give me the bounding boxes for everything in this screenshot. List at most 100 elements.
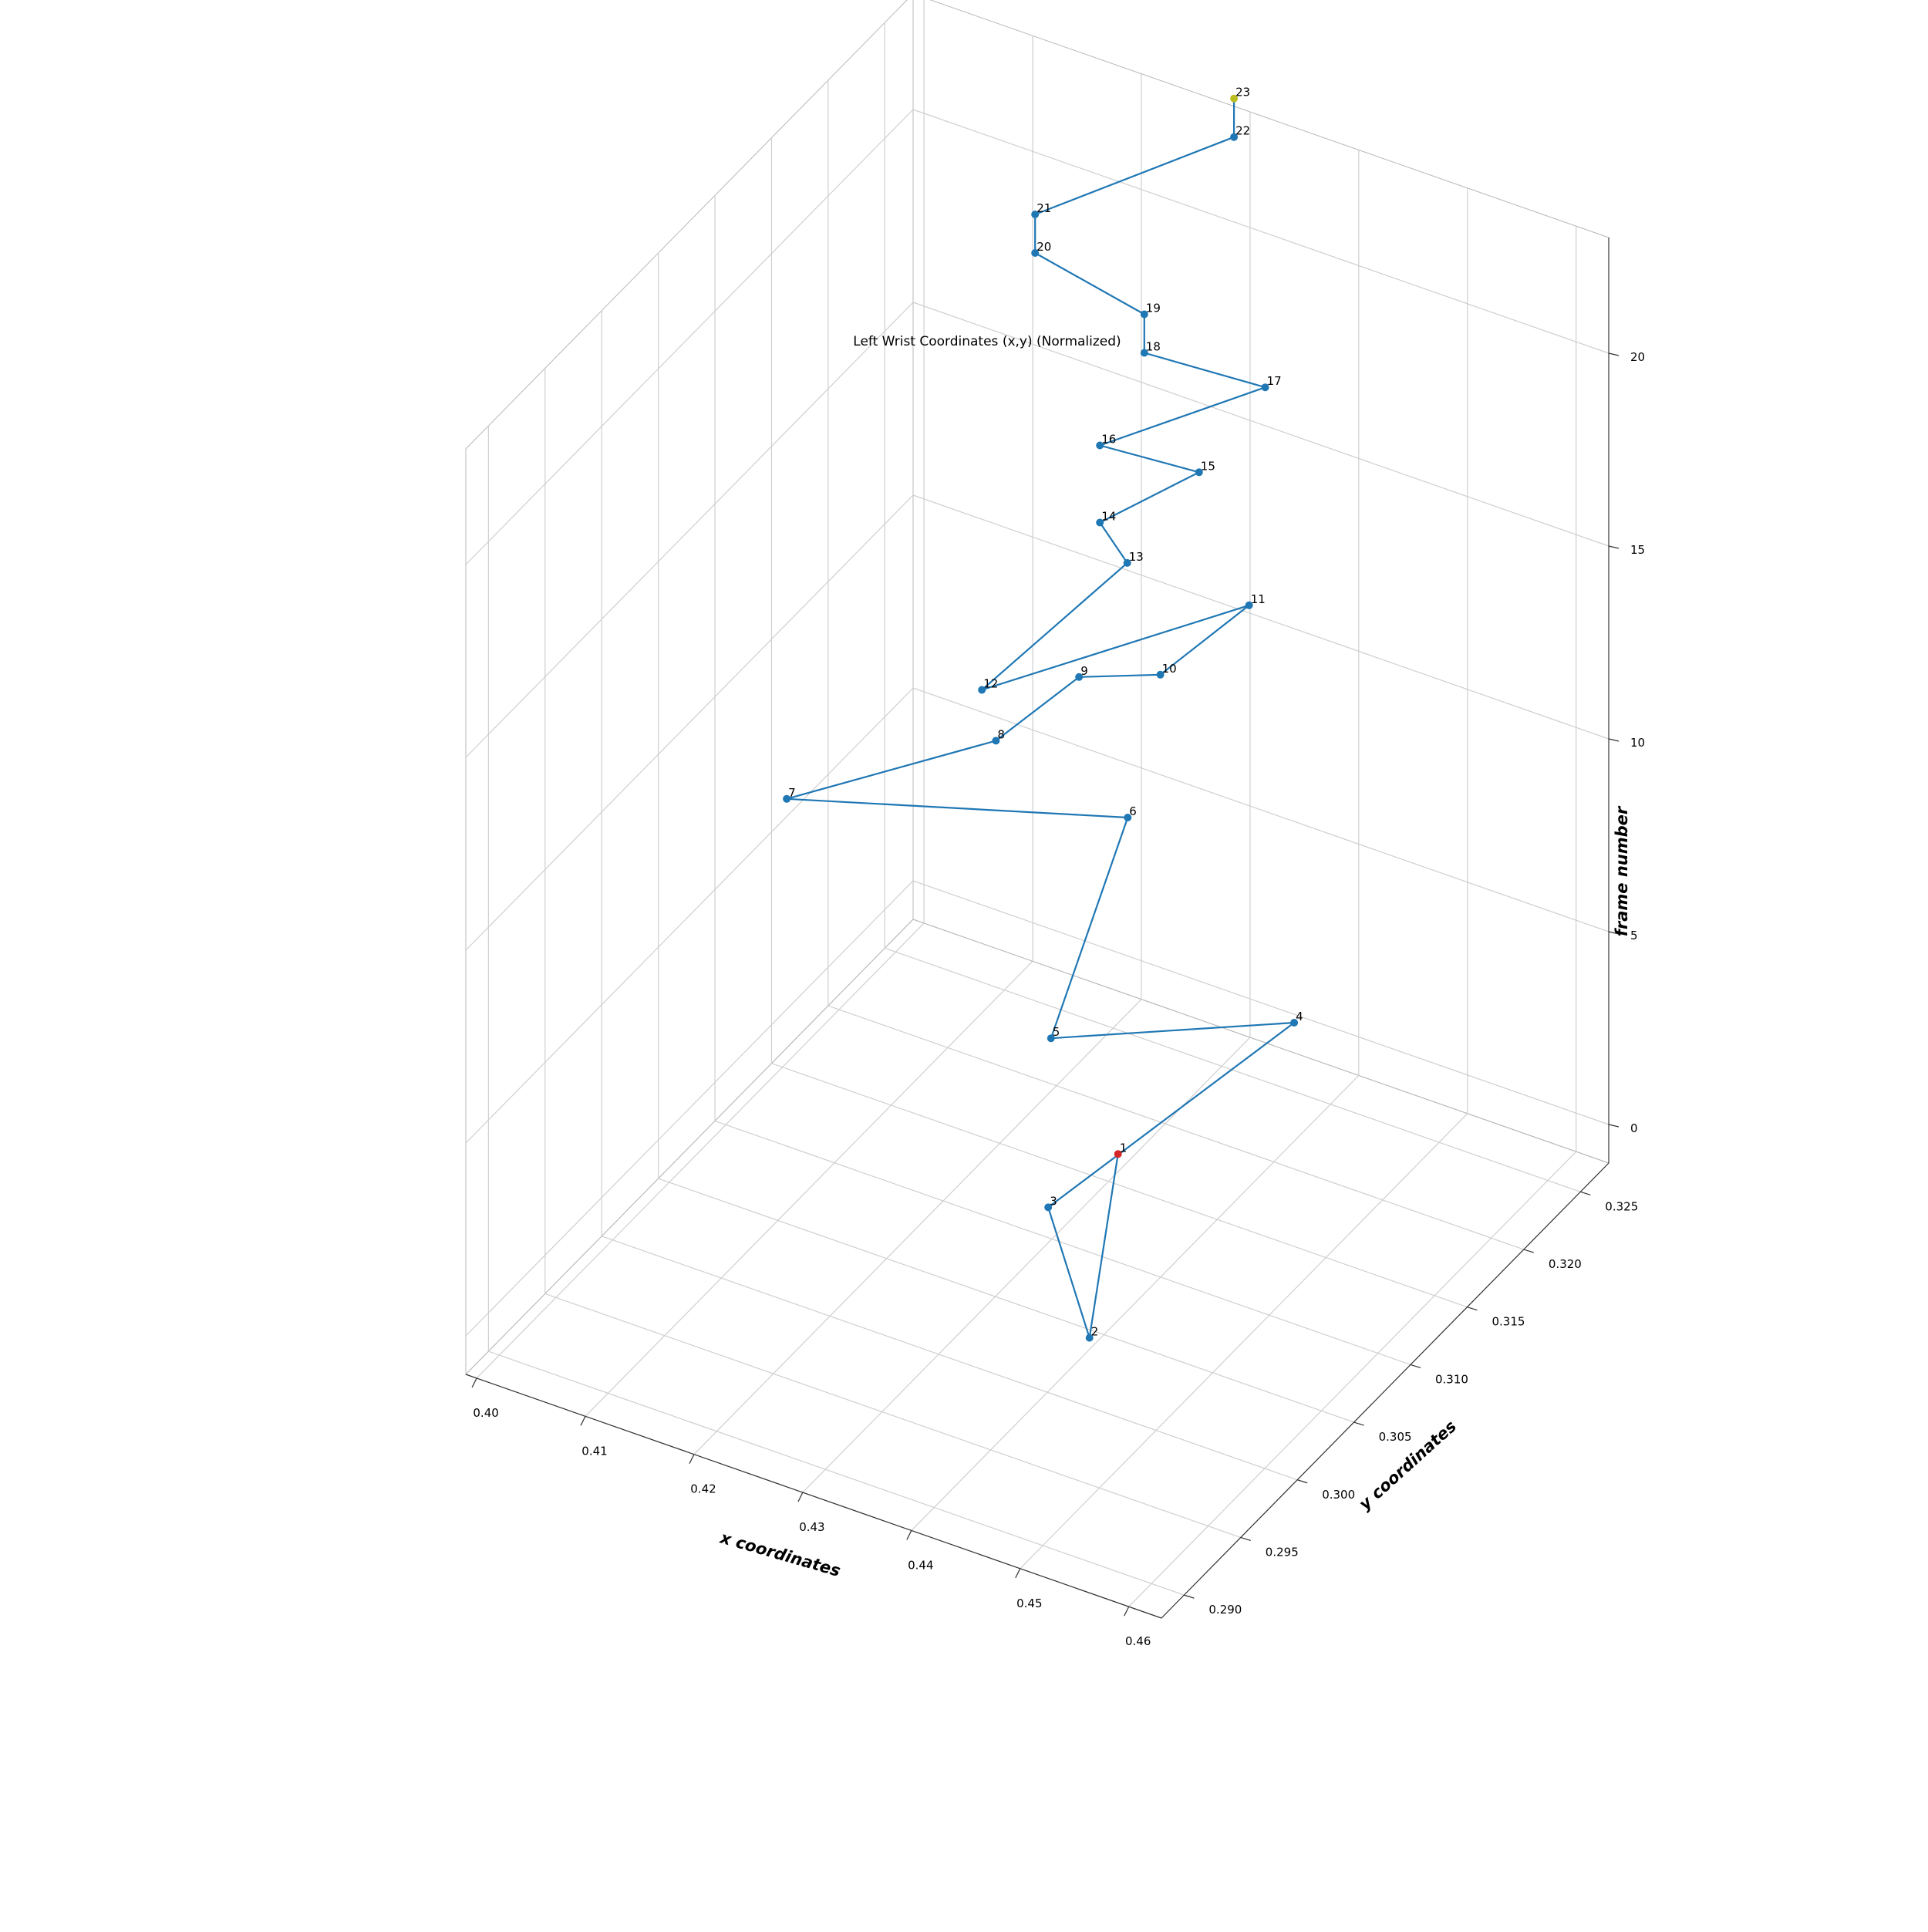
grid-x-floor: [585, 960, 1033, 1417]
grid-z-right: [912, 302, 1609, 547]
y-tick-mark: [1580, 1191, 1591, 1195]
grid-z-right: [912, 109, 1609, 354]
data-point: [1124, 814, 1132, 821]
z-tick-label: 0: [1630, 1121, 1638, 1135]
x-tick-mark: [689, 1454, 695, 1464]
data-point-label: 19: [1146, 302, 1161, 315]
z-tick-mark: [1608, 738, 1620, 742]
data-point: [1075, 673, 1084, 681]
data-point: [1245, 601, 1253, 609]
grid-z-left: [465, 302, 914, 758]
grid-y-floor: [602, 1236, 1298, 1481]
y-tick-label: 0.325: [1605, 1199, 1638, 1213]
z-tick-mark: [1608, 545, 1620, 549]
data-point-label: 22: [1235, 124, 1250, 138]
y-tick-mark: [1240, 1536, 1251, 1542]
x-tick-mark: [797, 1492, 804, 1502]
data-point: [1031, 211, 1040, 218]
x-tick-label: 0.40: [473, 1406, 498, 1420]
data-point-label: 23: [1235, 86, 1250, 99]
y-axis-line: [1161, 1162, 1609, 1619]
data-point-label: 21: [1036, 201, 1051, 215]
data-point: [1230, 94, 1239, 103]
grid-y-floor: [544, 1293, 1241, 1539]
data-point: [992, 737, 1000, 745]
x-tick-mark: [580, 1416, 586, 1426]
data-point-label: 4: [1296, 1010, 1303, 1023]
z-tick-label: 20: [1630, 350, 1645, 364]
grid-z-right: [912, 494, 1609, 740]
x-tick-mark: [1015, 1568, 1021, 1579]
grid-y-floor: [827, 1005, 1525, 1250]
x-tick-mark: [471, 1377, 477, 1388]
data-point-label: 7: [788, 786, 796, 800]
data-point-label: 13: [1129, 550, 1144, 564]
data-point: [1096, 518, 1104, 527]
z-tick-label: 15: [1630, 543, 1645, 557]
data-point: [1261, 383, 1269, 392]
y-tick-label: 0.315: [1492, 1315, 1525, 1329]
grid-x-floor: [1020, 1113, 1468, 1570]
x-tick-label: 0.42: [690, 1482, 716, 1496]
data-point-label: 8: [997, 727, 1005, 741]
y-tick-label: 0.310: [1435, 1372, 1468, 1386]
grid-x-floor: [1128, 1151, 1577, 1607]
data-point-label: 3: [1050, 1194, 1057, 1208]
y-tick-label: 0.295: [1266, 1545, 1299, 1559]
data-point-label: 17: [1267, 374, 1282, 388]
grid-z-right: [912, 880, 1609, 1125]
data-point: [1044, 1203, 1053, 1212]
grid-z-left: [465, 109, 914, 565]
data-point: [1031, 249, 1040, 257]
tick-labels: 0.40 0.41 0.42 0.43 0.44 0.45 0.46 0.290 0.295 0.…: [471, 350, 1645, 1648]
grid-y-floor: [771, 1063, 1468, 1308]
z-axis-label: frame number: [1613, 805, 1631, 936]
data-point: [1290, 1019, 1299, 1027]
data-point-label: 15: [1201, 459, 1215, 473]
grid-x-floor: [911, 1075, 1360, 1531]
z-tick-mark: [1608, 1124, 1620, 1128]
data-point-label: 14: [1101, 510, 1116, 524]
data-point: [1195, 468, 1203, 477]
pane-back-right: [912, 0, 1609, 1164]
data-point: [1114, 1150, 1122, 1158]
grid-x-floor: [802, 1037, 1251, 1493]
x-tick-label: 0.46: [1125, 1634, 1151, 1648]
y-tick-label: 0.320: [1549, 1257, 1582, 1271]
data-point-label: 10: [1162, 662, 1177, 676]
data-point: [783, 794, 791, 803]
y-tick-mark: [1410, 1364, 1421, 1368]
y-tick-mark: [1353, 1421, 1364, 1426]
grid-x-floor: [476, 922, 925, 1379]
x-tick-mark: [906, 1530, 912, 1540]
grid-y-floor: [714, 1120, 1411, 1365]
data-point: [1123, 558, 1131, 567]
z-tick-mark: [1608, 352, 1620, 356]
y-tick-label: 0.300: [1322, 1488, 1355, 1502]
data-point-label: 11: [1251, 592, 1266, 606]
grid-z-right: [912, 687, 1609, 932]
y-tick-mark: [1184, 1594, 1195, 1599]
x-tick-label: 0.44: [908, 1558, 933, 1572]
data-point-label: 12: [983, 677, 998, 691]
z-tick-label: 10: [1630, 736, 1645, 750]
series-line: [785, 98, 1296, 1339]
axis-lines: [465, 238, 1609, 1619]
y-tick-mark: [1467, 1307, 1478, 1311]
chart-title: Left Wrist Coordinates (x,y) (Normalized…: [853, 334, 1121, 349]
x-tick-label: 0.45: [1016, 1597, 1042, 1610]
data-point-label: 16: [1101, 433, 1116, 447]
z-tick-label: 5: [1630, 929, 1638, 942]
x-axis-label: x coordinates: [717, 1528, 842, 1580]
grid-z-left: [465, 880, 914, 1337]
data-point-label: 1: [1120, 1141, 1127, 1155]
y-tick-label: 0.290: [1208, 1603, 1242, 1617]
data-point-label: 20: [1036, 240, 1051, 254]
x-axis-line: [465, 1374, 1162, 1619]
x-tick-mark: [1124, 1606, 1130, 1617]
grid-x-floor: [693, 999, 1142, 1455]
data-point-label: 9: [1080, 664, 1088, 678]
grid-lines: [465, 0, 1609, 1607]
